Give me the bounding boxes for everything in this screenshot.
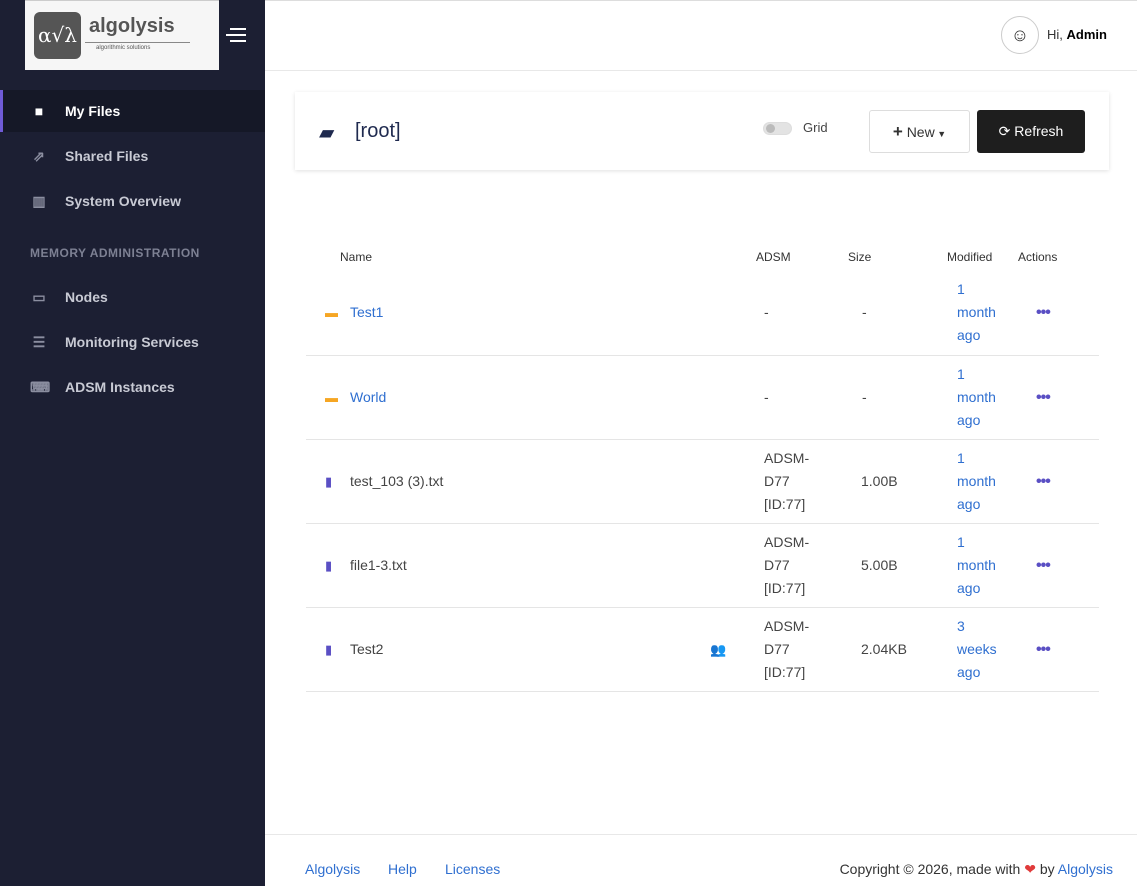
folder-icon: ▬ bbox=[325, 389, 338, 405]
footer-link-licenses[interactable]: Licenses bbox=[445, 861, 501, 877]
footer: Algolysis Help Licenses Copyright © 2026… bbox=[265, 834, 1137, 886]
header-modified[interactable]: Modified bbox=[947, 250, 993, 264]
table-row[interactable]: ▮ file1-3.txt ADSM-D77 [ID:77] 5.00B 1 mo… bbox=[306, 523, 1099, 608]
current-path: [root] bbox=[355, 120, 401, 142]
section-heading: MEMORY ADMINISTRATION bbox=[30, 246, 200, 260]
header-actions: Actions bbox=[1018, 250, 1058, 264]
folder-icon: ■ bbox=[34, 103, 44, 119]
file-name[interactable]: file1-3.txt bbox=[350, 556, 407, 573]
file-name[interactable]: Test1 bbox=[350, 304, 384, 321]
more-actions-icon[interactable]: ••• bbox=[1036, 640, 1051, 658]
logo-mark: α√λ bbox=[34, 12, 81, 59]
sidebar-item-label: Shared Files bbox=[65, 148, 149, 164]
grid-toggle[interactable] bbox=[763, 122, 792, 135]
more-actions-icon[interactable]: ••• bbox=[1036, 556, 1051, 574]
size-value: 5.00B bbox=[842, 523, 941, 608]
sidebar-item-label: System Overview bbox=[65, 193, 181, 209]
file-table: Name ADSM Size Modified Actions ▬ Test1 -… bbox=[306, 243, 1099, 692]
heart-icon: ❤ bbox=[1024, 861, 1036, 877]
file-name[interactable]: test_103 (3).txt bbox=[350, 472, 444, 489]
modified-value[interactable]: 1 month ago bbox=[957, 449, 996, 512]
code-icon: ⌨ bbox=[30, 378, 51, 395]
sidebar-item-label: ADSM Instances bbox=[65, 379, 175, 395]
modified-value[interactable]: 1 month ago bbox=[957, 281, 996, 344]
sidebar-item-label: My Files bbox=[65, 103, 121, 119]
user-avatar-icon[interactable]: ☺ bbox=[1001, 16, 1039, 54]
sidebar-item-my-files[interactable]: ■ My Files bbox=[0, 90, 265, 132]
sidebar-item-label: Monitoring Services bbox=[65, 334, 199, 350]
user-name: Admin bbox=[1066, 27, 1107, 42]
file-name[interactable]: World bbox=[350, 388, 387, 405]
sidebar-item-nodes[interactable]: ▭ Nodes bbox=[0, 276, 265, 318]
more-actions-icon[interactable]: ••• bbox=[1036, 472, 1051, 490]
size-value: - bbox=[842, 271, 941, 356]
folder-open-icon: ▰ bbox=[319, 122, 335, 144]
copyright: Copyright © 2026, made with ❤ by Algolys… bbox=[839, 861, 1113, 877]
logo-name: algolysis bbox=[89, 15, 175, 37]
file-name[interactable]: Test2 bbox=[350, 640, 384, 657]
sidebar-item-shared-files[interactable]: ⇗ Shared Files bbox=[0, 135, 265, 177]
adsm-value: ADSM-D77 [ID:77] bbox=[764, 449, 810, 512]
table-row[interactable]: ▮ test_103 (3).txt ADSM-D77 [ID:77] 1.00B… bbox=[306, 439, 1099, 524]
adsm-value: ADSM-D77 [ID:77] bbox=[764, 617, 810, 680]
caret-down-icon: ▼ bbox=[934, 128, 947, 139]
table-row[interactable]: ▬ Test1 - - 1 month ago ••• bbox=[306, 271, 1099, 356]
menu-toggle-icon[interactable] bbox=[226, 28, 246, 46]
share-icon: ⇗ bbox=[33, 147, 45, 164]
more-actions-icon[interactable]: ••• bbox=[1036, 388, 1051, 406]
footer-brand-link[interactable]: Algolysis bbox=[1057, 861, 1113, 877]
file-icon: ▮ bbox=[325, 473, 333, 489]
logo[interactable]: α√λ algolysis algorithmic solutions bbox=[25, 0, 219, 70]
server-icon: ☰ bbox=[32, 333, 46, 350]
footer-link-algolysis[interactable]: Algolysis bbox=[305, 861, 361, 877]
footer-link-help[interactable]: Help bbox=[388, 861, 417, 877]
header-size[interactable]: Size bbox=[848, 250, 872, 264]
plus-icon: + bbox=[892, 121, 903, 141]
size-value: - bbox=[842, 355, 941, 440]
laptop-icon: ▭ bbox=[32, 288, 46, 305]
modified-value[interactable]: 1 month ago bbox=[957, 365, 996, 428]
sidebar-item-adsm-instances[interactable]: ⌨ ADSM Instances bbox=[0, 366, 265, 408]
file-icon: ▮ bbox=[325, 641, 333, 657]
size-value: 2.04KB bbox=[842, 607, 941, 692]
folder-icon: ▬ bbox=[325, 305, 338, 321]
modified-value[interactable]: 1 month ago bbox=[957, 533, 996, 596]
top-bar bbox=[265, 0, 1137, 71]
toolbar-card: ▰ [root] Grid + New ▼ ⟳ Refresh bbox=[295, 92, 1109, 170]
chart-icon: ▥ bbox=[32, 192, 46, 209]
refresh-icon: ⟳ bbox=[998, 123, 1011, 139]
sidebar-item-monitoring-services[interactable]: ☰ Monitoring Services bbox=[0, 321, 265, 363]
more-actions-icon[interactable]: ••• bbox=[1036, 304, 1051, 322]
size-value: 1.00B bbox=[842, 439, 941, 524]
adsm-value: - bbox=[764, 388, 769, 405]
logo-underline bbox=[85, 42, 190, 43]
modified-value[interactable]: 3 weeks ago bbox=[957, 617, 997, 680]
adsm-value: - bbox=[764, 304, 769, 321]
adsm-value: ADSM-D77 [ID:77] bbox=[764, 533, 810, 596]
new-button[interactable]: + New ▼ bbox=[869, 110, 970, 153]
header-name[interactable]: Name bbox=[340, 250, 373, 264]
table-row[interactable]: ▮ Test2 👥 ADSM-D77 [ID:77] 2.04KB 3 weeks… bbox=[306, 607, 1099, 692]
logo-tagline: algorithmic solutions bbox=[96, 45, 151, 51]
grid-label: Grid bbox=[803, 120, 828, 135]
user-greeting[interactable]: Hi, Admin bbox=[1047, 27, 1107, 42]
table-row[interactable]: ▬ World - - 1 month ago ••• bbox=[306, 355, 1099, 440]
file-icon: ▮ bbox=[325, 557, 333, 573]
header-adsm[interactable]: ADSM bbox=[756, 250, 791, 264]
shared-users-icon: 👥 bbox=[710, 641, 727, 657]
sidebar: α√λ algolysis algorithmic solutions ■ My … bbox=[0, 0, 265, 886]
refresh-button[interactable]: ⟳ Refresh bbox=[977, 110, 1085, 153]
sidebar-item-label: Nodes bbox=[65, 289, 108, 305]
sidebar-item-system-overview[interactable]: ▥ System Overview bbox=[0, 180, 265, 222]
